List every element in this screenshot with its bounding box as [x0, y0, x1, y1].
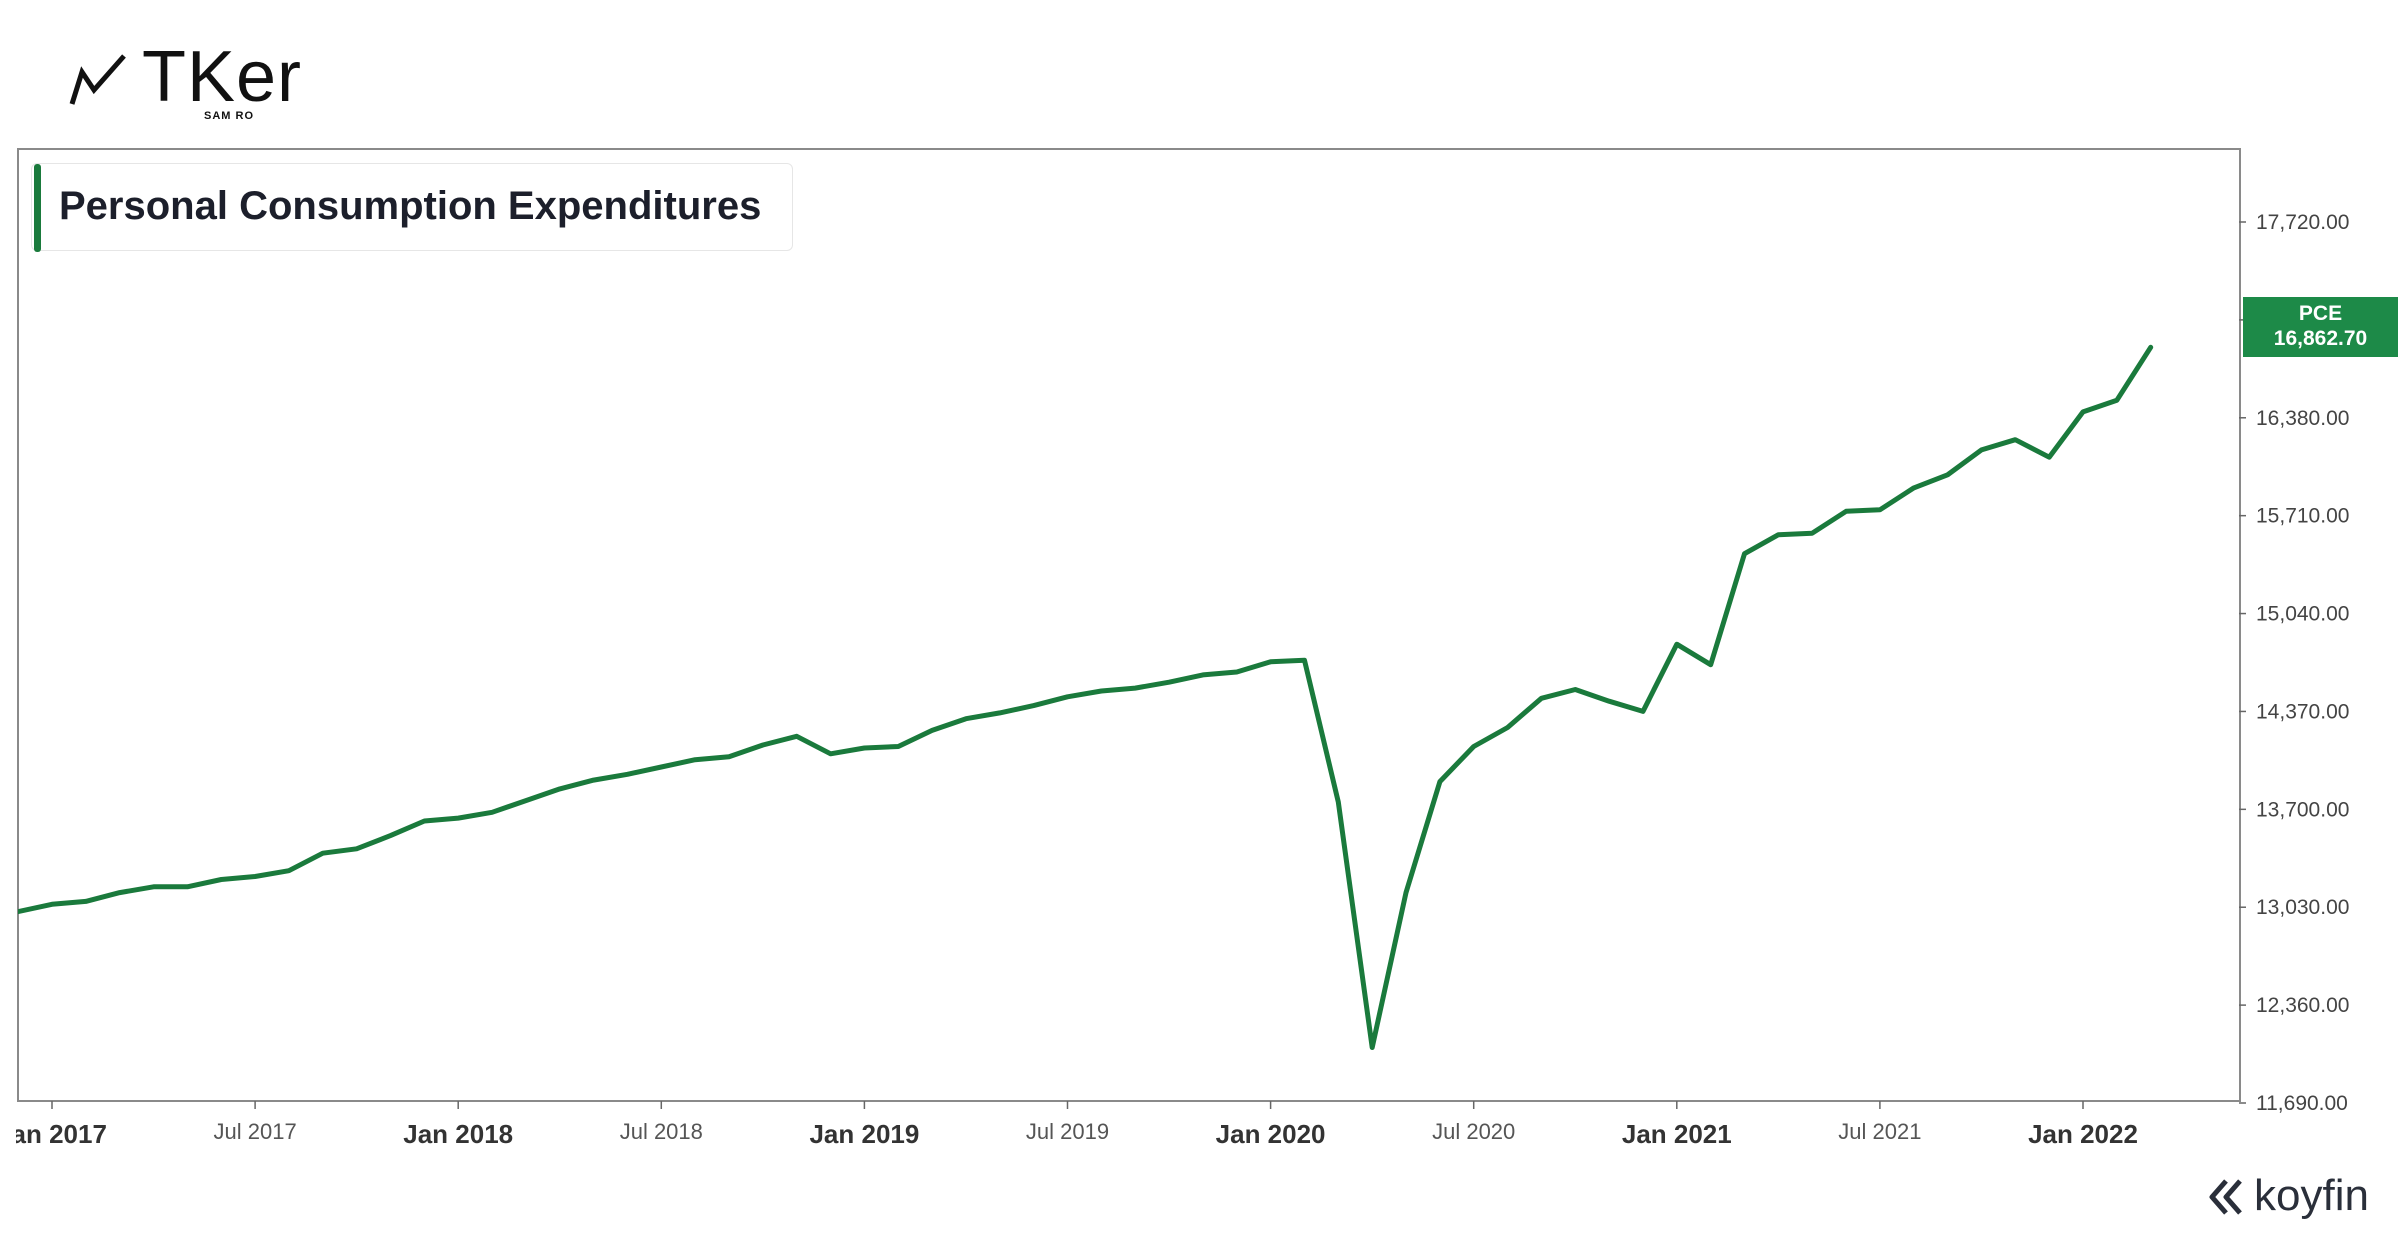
y-tick-label: 15,710.00: [2256, 505, 2349, 528]
y-tick-label: 14,370.00: [2256, 700, 2349, 723]
y-axis: 11,690.00 12,360.00 13,030.00 13,700.00 14,3…: [2239, 211, 2349, 1115]
x-tick-label: Jul 2017: [214, 1119, 297, 1144]
series-line-pce: [18, 344, 2154, 1050]
series-layer: [18, 344, 2154, 1050]
x-tick-label: Jul 2020: [1432, 1119, 1515, 1144]
chart-title: Personal Consumption Expenditures: [59, 184, 762, 228]
x-tick-label: Jan 2022: [2028, 1119, 2138, 1149]
y-tick-label: 11,690.00: [2256, 1092, 2348, 1115]
brand-logo: TKer SAM RO: [68, 38, 328, 128]
x-tick-label: Jan 2018: [403, 1119, 513, 1149]
brand-author: SAM RO: [204, 110, 254, 122]
x-tick-label: Jul 2021: [1838, 1119, 1921, 1144]
last-value-series-name: PCE: [2298, 302, 2343, 325]
last-value-badge: PCE 16,862.70: [2243, 297, 2398, 357]
chart-title-box: Personal Consumption Expenditures: [31, 163, 793, 252]
x-axis: Jan 2017 Jul 2017 Jan 2018 Jul 2018 Jan 2019…: [0, 1101, 2138, 1149]
koyfin-chevron-icon: [2209, 1179, 2242, 1215]
plot-area: [17, 148, 2241, 1102]
source-logo: koyfin: [2208, 1170, 2388, 1224]
x-tick-label: Jan 2021: [1622, 1119, 1732, 1149]
x-tick-label: Jan 2020: [1216, 1119, 1326, 1149]
brand-name: TKer: [142, 37, 303, 117]
x-tick-label: Jan 2019: [809, 1119, 919, 1149]
y-tick-label: 15,040.00: [2256, 603, 2349, 626]
y-tick-label: 13,030.00: [2256, 896, 2349, 919]
title-accent-bar: [34, 164, 41, 252]
x-tick-label: Jul 2019: [1026, 1119, 1109, 1144]
y-tick-label: 17,720.00: [2256, 211, 2349, 234]
source-name: koyfin: [2254, 1171, 2369, 1220]
y-tick-label: 13,700.00: [2256, 798, 2349, 821]
trend-line-icon: [69, 54, 126, 105]
last-value-label: 16,862.70: [2273, 327, 2368, 350]
x-tick-label: Jan 2017: [0, 1119, 107, 1149]
y-tick-label: 16,380.00: [2256, 407, 2349, 430]
x-tick-label: Jul 2018: [620, 1119, 703, 1144]
y-tick-label: 12,360.00: [2256, 994, 2349, 1017]
